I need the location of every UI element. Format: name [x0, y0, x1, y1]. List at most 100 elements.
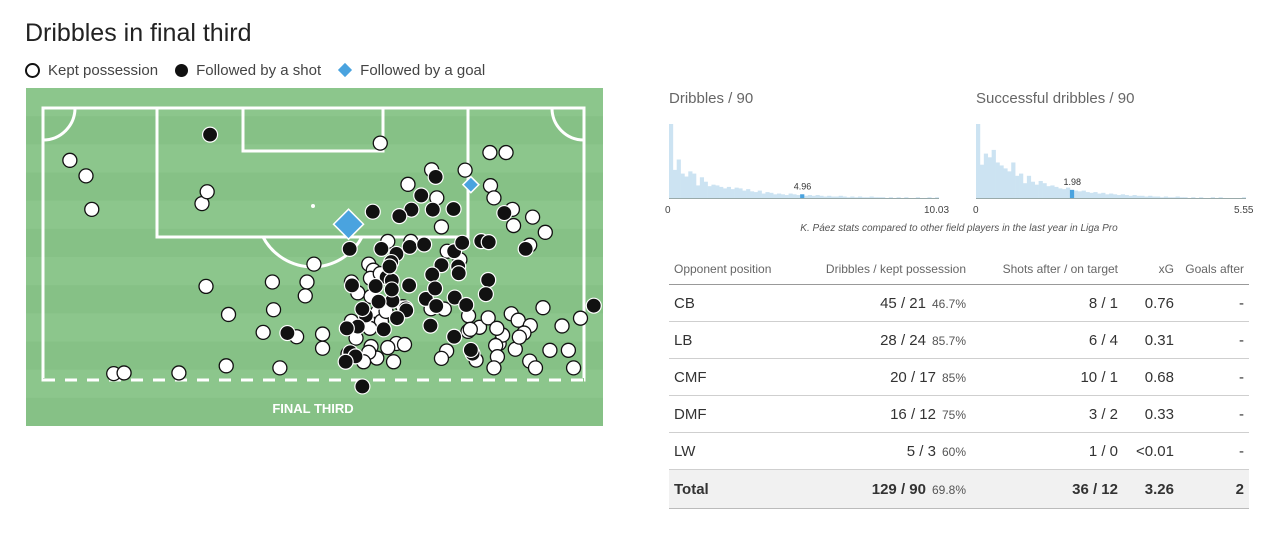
kept-possession-point: [565, 360, 582, 376]
histogram-bar: [1011, 162, 1016, 198]
cell-value: 20 / 17: [890, 368, 936, 386]
kept-possession-point: [385, 354, 402, 370]
pitch-stripe: [26, 397, 603, 426]
histogram-bar: [927, 197, 932, 198]
histogram-bar: [858, 196, 863, 198]
kept-possession-point: [457, 162, 473, 178]
histogram-bar: [1007, 171, 1012, 198]
kept-possession-point: [527, 360, 544, 376]
histogram-bar: [1148, 195, 1153, 198]
histogram-player-bar: [1069, 189, 1075, 198]
histogram-bar: [915, 197, 921, 198]
cell-value: CB: [674, 294, 695, 312]
histogram-bar: [753, 192, 759, 198]
shot-point: [370, 293, 387, 310]
kept-possession-point: [511, 329, 527, 345]
shot-point: [381, 258, 398, 275]
kept-possession-point: [272, 360, 288, 376]
cell-value: 2: [1235, 480, 1244, 498]
histogram-bar: [669, 124, 674, 198]
kept-possession-point: [433, 350, 450, 367]
table-cell: <0.01: [1123, 432, 1179, 470]
table-cell: 20 / 17 85%: [779, 358, 971, 396]
cell-value: <0.01: [1136, 442, 1174, 460]
histogram-bar: [723, 188, 728, 198]
pitch-chart: FINAL THIRD: [26, 88, 603, 426]
histogram-bar: [1175, 196, 1180, 198]
legend-item-kept: Kept possession: [25, 62, 158, 79]
histogram-bar: [680, 173, 685, 198]
filled-circle-icon: [175, 63, 189, 77]
kept-possession-point: [396, 336, 413, 353]
cell-value: 8 / 1: [1088, 294, 1118, 312]
histogram-bar: [1171, 197, 1176, 198]
table-row: CB 45 / 21 46.7% 8 / 1 0.76 -: [669, 284, 1249, 322]
histogram-bar: [1015, 175, 1020, 198]
table-cell: 1 / 0: [971, 432, 1123, 470]
kept-possession-point: [299, 274, 315, 290]
shot-point: [446, 289, 463, 306]
shot-point: [401, 277, 418, 294]
final-third-label: FINAL THIRD: [272, 401, 353, 416]
table-cell: Total: [669, 469, 779, 509]
shot-point: [401, 238, 418, 255]
histogram-bar: [888, 197, 894, 198]
histogram-bar: [773, 194, 778, 198]
table-cell: LB: [669, 321, 779, 359]
histogram-bar: [1140, 195, 1145, 198]
penalty-spot: [311, 204, 315, 208]
cell-value: 5 / 3: [906, 442, 936, 460]
page-title: Dribbles in final third: [25, 19, 252, 47]
histogram-bar: [1218, 197, 1223, 198]
histogram-bar: [1058, 188, 1063, 198]
kept-possession-point: [84, 201, 100, 217]
table-cell: CB: [669, 284, 779, 322]
histogram-bar: [976, 124, 981, 198]
kept-possession-point: [220, 306, 237, 323]
histogram-bar: [1163, 196, 1169, 198]
pitch-stripe: [26, 144, 603, 173]
cell-percentage: 75%: [941, 407, 966, 422]
cell-value: 129 / 90: [871, 480, 926, 498]
histogram-bar: [881, 197, 886, 198]
column-header: Dribbles / kept possession: [779, 254, 971, 285]
histogram-bar: [1199, 197, 1204, 198]
column-header: Goals after: [1179, 254, 1249, 285]
cell-value: 6 / 4: [1088, 331, 1118, 349]
histogram-bar: [730, 189, 735, 198]
histogram-bar: [1116, 195, 1122, 198]
kept-possession-point: [535, 300, 551, 316]
shot-point: [426, 280, 444, 297]
shot-point: [458, 296, 475, 314]
table-cell: 3.26: [1123, 469, 1179, 509]
dribbles-histogram: 4.96: [669, 124, 939, 199]
pitch-stripe: [26, 172, 603, 202]
histogram-bar: [807, 195, 813, 198]
table-cell: 6 / 4: [971, 321, 1123, 359]
histogram-bar: [742, 190, 747, 198]
histogram-bar: [711, 184, 716, 198]
table-cell: 45 / 21 46.7%: [779, 284, 971, 322]
histogram-caption: K. Páez stats compared to other field pl…: [800, 223, 1118, 234]
cell-percentage: 85.7%: [931, 333, 966, 348]
shot-point: [364, 203, 381, 220]
histogram-bar: [1132, 195, 1137, 198]
histogram-bar: [684, 176, 689, 198]
histogram-bar: [792, 194, 797, 198]
table-cell: 129 / 90 69.8%: [779, 469, 971, 509]
kept-possession-point: [433, 219, 450, 235]
table-cell: 0.31: [1123, 321, 1179, 359]
kept-possession-point: [560, 342, 577, 358]
shot-point: [388, 310, 406, 327]
table-row: DMF 16 / 12 75% 3 / 2 0.33 -: [669, 395, 1249, 433]
histogram-bar: [987, 157, 992, 198]
histogram-bar: [979, 164, 985, 198]
histogram-bar: [1097, 193, 1102, 198]
pitch-stripe: [26, 341, 603, 371]
histogram-bar: [1089, 192, 1094, 198]
table-row: LW 5 / 3 60% 1 / 0 <0.01 -: [669, 432, 1249, 470]
histogram-bar: [688, 171, 693, 198]
legend-label: Followed by a goal: [360, 61, 486, 79]
corner-arc-left: [42, 107, 77, 142]
histogram-bar: [699, 177, 705, 198]
